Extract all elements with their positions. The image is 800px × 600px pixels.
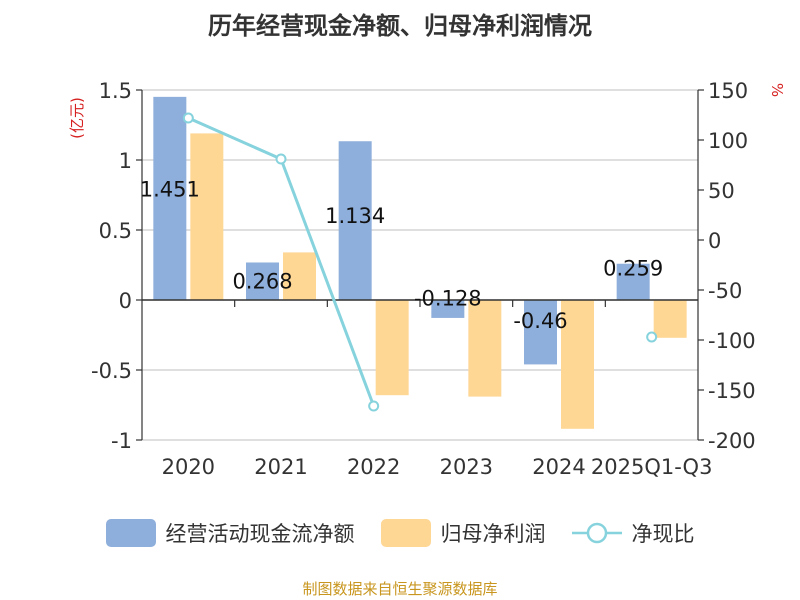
legend-swatch-netprofit bbox=[380, 519, 431, 547]
bar-cashflow bbox=[153, 96, 187, 300]
y-right-tick-label: -200 bbox=[708, 429, 756, 453]
data-label: 0.268 bbox=[232, 269, 292, 293]
bar-cashflow bbox=[616, 263, 650, 300]
ratio-point bbox=[182, 112, 194, 124]
bar-netprofit bbox=[468, 300, 502, 397]
ratio-point bbox=[368, 400, 380, 412]
legend-label-netprofit: 归母净利润 bbox=[440, 522, 546, 546]
data-label: -0.128 bbox=[414, 287, 482, 311]
x-tick-label: 2020 bbox=[162, 455, 215, 479]
y-left-tick-label: -1 bbox=[111, 429, 132, 453]
y-right-label: % bbox=[768, 83, 786, 97]
legend-label-cashflow: 经营活动现金流净额 bbox=[165, 522, 355, 546]
y-right-tick-label: 150 bbox=[708, 79, 748, 103]
y-right-tick-label: -50 bbox=[708, 279, 742, 303]
x-tick-label: 2024 bbox=[532, 455, 585, 479]
y-right-tick-label: -100 bbox=[708, 329, 756, 353]
bar-netprofit bbox=[283, 252, 316, 300]
bar-netprofit bbox=[190, 133, 224, 300]
legend-swatch-cashflow bbox=[105, 519, 156, 547]
y-right-tick-label: 50 bbox=[708, 179, 735, 203]
data-label: 0.259 bbox=[603, 257, 663, 281]
bar-cashflow bbox=[246, 262, 279, 300]
bar-netprofit bbox=[561, 300, 594, 429]
source-note: 制图数据来自恒生聚源数据库 bbox=[302, 580, 498, 598]
ratio-point bbox=[646, 331, 658, 343]
y-left-tick-label: -0.5 bbox=[91, 359, 132, 383]
legend-item-cashflow: 经营活动现金流净额 bbox=[105, 518, 355, 548]
bar-cashflow bbox=[431, 300, 465, 318]
legend: 经营活动现金流净额 归母净利润 净现比 bbox=[0, 518, 800, 548]
legend-item-netprofit: 归母净利润 bbox=[380, 518, 546, 548]
chart-svg: 1.5 1 0.5 0 -0.5 -1 150 100 50 0 -50 -100 -150 -200 (亿… bbox=[68, 79, 786, 479]
y-left-tick-label: 0.5 bbox=[99, 219, 132, 243]
y-right-tick-label: -150 bbox=[708, 379, 756, 403]
ratio-point bbox=[275, 153, 287, 165]
y-left-tick-label: 0 bbox=[119, 289, 132, 313]
y-left-tick-label: 1.5 bbox=[99, 79, 132, 103]
bar-netprofit bbox=[375, 300, 409, 396]
data-label: 1.451 bbox=[140, 177, 200, 201]
x-tick-label: 2025Q1-Q3 bbox=[591, 455, 713, 479]
y-left-tick-label: 1 bbox=[119, 149, 132, 173]
bar-cashflow bbox=[524, 300, 557, 365]
legend-item-ratio: 净现比 bbox=[571, 518, 695, 548]
y-right-tick-label: 0 bbox=[708, 229, 721, 253]
x-tick-label: 2023 bbox=[440, 455, 493, 479]
data-label: 1.134 bbox=[325, 204, 385, 228]
y-right-tick-label: 100 bbox=[708, 129, 748, 153]
x-tick-label: 2021 bbox=[254, 455, 307, 479]
legend-swatch-ratio bbox=[571, 522, 622, 544]
chart-title: 历年经营现金净额、归母净利润情况 bbox=[208, 12, 592, 40]
legend-label-ratio: 净现比 bbox=[631, 522, 695, 546]
y-left-label: (亿元) bbox=[68, 97, 86, 139]
bar-netprofit bbox=[653, 300, 687, 338]
x-tick-label: 2022 bbox=[347, 455, 400, 479]
data-label: -0.46 bbox=[513, 309, 567, 333]
bar-cashflow bbox=[338, 141, 372, 300]
